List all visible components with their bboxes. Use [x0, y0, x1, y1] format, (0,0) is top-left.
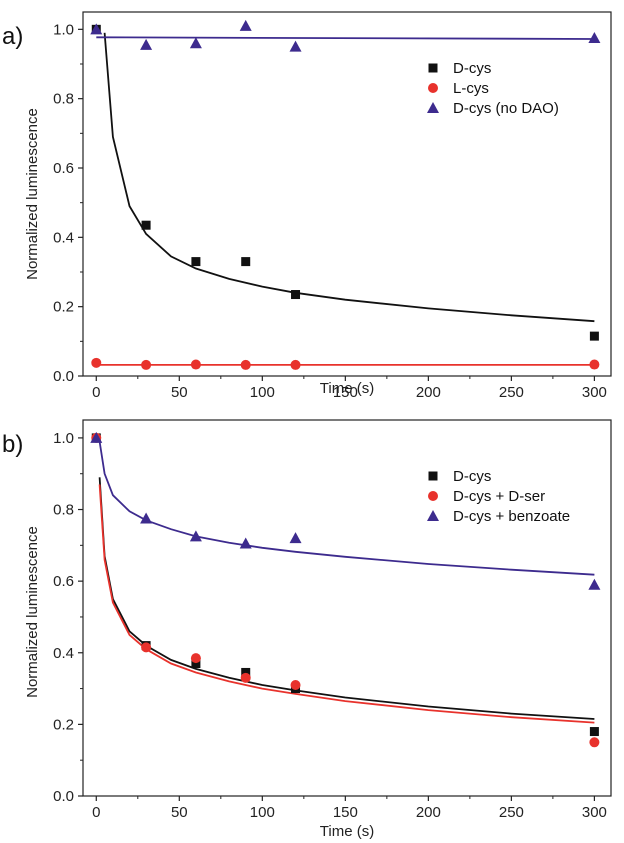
legend-label-d-cys-d-ser: D-cys + D-ser: [453, 488, 545, 505]
data-point-l-cys: [91, 357, 102, 368]
panel-a-y-tick-label: 0.6: [53, 160, 74, 177]
legend-marker-d-cys-d-ser: [428, 491, 438, 501]
data-point-d-cys-benzoate: [289, 532, 302, 544]
fit-line-d-cys-benzoate: [98, 441, 595, 576]
fit-line-d-cys: [98, 477, 595, 720]
data-point-d-cys: [291, 290, 301, 300]
data-point-d-cys: [241, 667, 251, 677]
panel-b-x-tick-label: 100: [250, 804, 275, 821]
panel-b-y-tick-label: 0.2: [53, 716, 74, 733]
panel-b-y-tick-label: 0.4: [53, 645, 74, 662]
panel-b-x-tick-label: 250: [499, 804, 524, 821]
fit-line-d-cys-d-ser: [98, 484, 595, 724]
data-point-l-cys: [240, 359, 251, 370]
data-point-d-cys-d-ser: [290, 679, 301, 690]
panel-a-legend: D-cys L-cys D-cys (no DAO): [427, 60, 559, 117]
data-point-d-cys: [141, 220, 151, 230]
legend-label-d-cys: D-cys: [453, 468, 491, 485]
panel-a-x-tick-label: 100: [250, 384, 275, 401]
data-point-l-cys: [190, 359, 201, 370]
panel-b-x-tick-label: 300: [582, 804, 607, 821]
legend-label-d-cys-benzoate: D-cys + benzoate: [453, 508, 570, 525]
data-point-d-cys-d-ser: [240, 672, 251, 683]
legend-marker-d-cys: [428, 63, 438, 73]
panel-b-x-tick-label: 50: [171, 804, 188, 821]
panel-b: b) 0 50 100 150 200 250 3000.00.20.40.60.81.0 …: [2, 419, 612, 840]
data-point-d-cys-benzoate: [140, 512, 153, 524]
data-point-d-cys: [241, 257, 251, 267]
data-point-d-cys-no-dao: [90, 23, 103, 35]
data-point-d-cys-no-dao: [588, 32, 601, 43]
data-point-d-cys-no-dao: [239, 19, 252, 31]
fit-line-d-cys-no-dao: [96, 36, 595, 40]
data-point-d-cys-benzoate: [189, 530, 202, 542]
data-point-d-cys-d-ser: [141, 642, 152, 653]
legend-marker-d-cys: [428, 471, 438, 481]
panel-a-x-tick-label: 0: [92, 384, 100, 401]
data-point-d-cys: [589, 727, 599, 737]
panel-a-x-tick-label: 200: [416, 384, 441, 401]
panel-b-y-tick-label: 0.8: [53, 502, 74, 519]
legend-marker-d-cys-benzoate: [427, 510, 439, 521]
legend-label-d-cys-no-dao: D-cys (no DAO): [453, 100, 559, 117]
panel-a-y-axis-title: Normalized luminescence: [24, 108, 41, 280]
panel-b-x-tick-label: 200: [416, 804, 441, 821]
panel-a-y-tick-label: 1.0: [53, 21, 74, 38]
panel-a-y-tick-label: 0.8: [53, 91, 74, 108]
data-point-l-cys: [141, 359, 152, 370]
legend-marker-d-cys-no-dao: [427, 102, 439, 113]
data-point-d-cys-benzoate: [588, 578, 601, 590]
panel-a-label: a): [2, 23, 23, 50]
panel-b-y-axis-title: Normalized luminescence: [24, 526, 41, 698]
panel-b-y-tick-label: 0.0: [53, 788, 74, 805]
panel-b-legend: D-cys D-cys + D-ser D-cys + benzoate: [427, 468, 570, 525]
panel-b-label: b): [2, 431, 23, 458]
panel-a-y-tick-label: 0.0: [53, 368, 74, 385]
data-point-d-cys-no-dao: [289, 40, 302, 52]
panel-b-fit-lines: [98, 441, 595, 724]
panel-a-axes: 0 50 100 150 200 250 300 0.0 0.2 0.4 0.6 0.8 1.0: [53, 21, 607, 401]
panel-a-y-tick-label: 0.2: [53, 299, 74, 316]
panel-b-data-points: [90, 431, 601, 748]
panel-a-data-points: [90, 19, 601, 370]
panel-a-y-tick-label: 0.4: [53, 229, 74, 246]
panel-a: a) 0 50 100 150 200 250 3000.00.20.40.60.81.0 …: [2, 11, 612, 401]
data-point-l-cys: [290, 359, 301, 370]
panel-b-y-tick-label: 0.6: [53, 573, 74, 590]
legend-label-d-cys: D-cys: [453, 60, 491, 77]
panel-b-x-axis-title: Time (s): [320, 823, 374, 840]
data-point-d-cys-benzoate: [239, 537, 252, 549]
panel-a-x-axis-title: Time (s): [320, 380, 374, 397]
data-point-l-cys: [589, 359, 600, 370]
data-point-d-cys-d-ser: [589, 737, 600, 748]
panel-b-y-tick-label: 1.0: [53, 430, 74, 447]
data-point-d-cys-no-dao: [189, 37, 202, 49]
panel-a-x-tick-label: 300: [582, 384, 607, 401]
legend-marker-l-cys: [428, 83, 438, 93]
panel-b-plot-frame: [82, 419, 612, 797]
legend-label-l-cys: L-cys: [453, 80, 489, 97]
data-point-d-cys: [191, 659, 201, 669]
data-point-d-cys-benzoate: [90, 431, 103, 443]
panel-b-axes: 0 50 100 150 200 250 300 0.0 0.2 0.4 0.6 0.8 1.0: [53, 430, 607, 821]
panel-b-x-tick-label: 150: [333, 804, 358, 821]
data-point-d-cys: [191, 257, 201, 267]
data-point-d-cys-d-ser: [190, 653, 201, 664]
data-point-d-cys-no-dao: [140, 38, 153, 50]
fit-line-d-cys: [103, 32, 595, 323]
panel-a-fit-lines: [96, 32, 595, 366]
panel-a-x-tick-label: 150: [333, 384, 358, 401]
panel-a-x-tick-label: 50: [171, 384, 188, 401]
panel-b-x-tick-label: 0: [92, 804, 100, 821]
data-point-d-cys: [589, 331, 599, 341]
panel-a-x-tick-label: 250: [499, 384, 524, 401]
panel-a-plot-frame: [82, 11, 612, 377]
